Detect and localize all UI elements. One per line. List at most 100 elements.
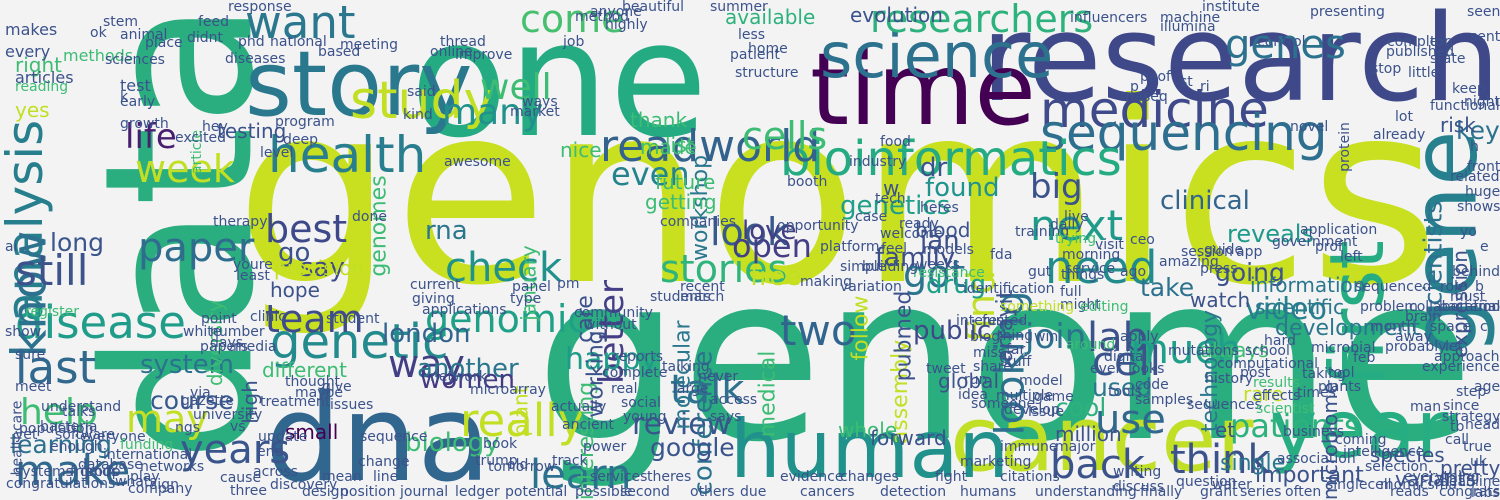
word-case: case [855,209,888,225]
word-love: love [742,216,797,246]
word-win: win [1034,329,1059,345]
word-based: based [318,44,361,60]
word-tb: tb [1450,419,1465,435]
word-night: night [1464,94,1500,110]
word-uk: uk [1470,454,1487,470]
word-h: h [1470,139,1479,155]
word-discovery: discovery [270,477,338,493]
word-join: join [1025,317,1087,357]
word-strategy: strategy [1442,409,1500,425]
word-articles: articles [15,68,74,87]
word-say: say [300,253,345,283]
word-potential: potential [505,484,568,500]
word-digital: digital [1104,349,1148,365]
word-identification: identification [963,281,1055,297]
word-services: services [590,469,648,485]
word-mo: mo [1478,299,1500,315]
word-school: school [1245,343,1290,359]
word-deep: deep [283,132,318,148]
word-everyone: everyone [80,429,146,445]
word-month: month [1370,319,1416,335]
word-training: training [1015,224,1070,240]
word-test: test [120,76,151,95]
word-blog: blog [970,329,1001,345]
word-different: different [262,358,347,382]
word-theres: theres [647,469,692,485]
word-cell: cell [1092,339,1161,385]
word-pretty: pretty [1440,456,1500,480]
word-methods: methods [63,46,134,65]
word-improve: improve [455,47,513,63]
word-plants: plants [1318,379,1362,395]
word-building: building [862,259,919,275]
word-problem: problem [1360,299,1418,315]
word-didnt: didnt [187,30,224,46]
word-biology: biology [405,428,500,458]
word-call: call [1445,432,1470,448]
word-course: course [150,386,234,415]
word-patient: patient [730,47,780,63]
word-congratulations: congratulations [6,476,116,492]
word-researchers: researchers [870,0,1094,41]
word-amazing: amazing [1159,254,1219,270]
word-recent: recent [680,279,725,295]
word-cause: cause [220,470,262,486]
word-even: even [611,155,690,193]
word-via: via [190,385,211,401]
word-evolution: evolution [850,3,943,27]
word-way: way [388,342,465,386]
word-home: home [748,41,788,57]
word-giving: giving [412,291,455,307]
word-complex: complex [1387,34,1447,50]
word-line: line [373,469,399,485]
word-story: story [245,32,473,137]
word-national: national [270,34,327,50]
word-university: university [193,407,263,423]
word-help: help [20,392,98,433]
word-whole: whole [838,418,898,442]
word-research: research [981,0,1500,129]
word-method: method [575,9,630,25]
word-history: history [1205,371,1254,387]
word-hope: hope [270,278,320,302]
word-visit: visit [1095,237,1124,253]
word-government: government [1272,234,1358,250]
word-water: water [1212,477,1252,493]
word-genetic: genetic [270,314,449,370]
word-take: take [1140,273,1195,302]
word-genes: genes [1225,22,1346,68]
word-time: time [810,31,1036,148]
word-multiple: multiple [996,388,1054,404]
word-grant: grant [1200,484,1238,500]
word-space: space [1430,319,1472,335]
word-science: science [820,19,1054,92]
word-ok: ok [90,25,107,41]
word-mean: mean [322,469,362,485]
word-million: million [1055,422,1122,446]
word-humans: humans [960,484,1017,500]
word-industry: industry [849,154,907,170]
word-treatment: treatment [260,394,331,410]
word-daily: daily [1050,217,1084,233]
word-yet: yet [15,427,38,443]
word-feed: feed [198,14,230,30]
word-collaboration: collaboration [1409,299,1500,315]
word-stories: stories [660,247,788,291]
word-sequenced: sequenced [1355,279,1432,295]
word-really: really [460,394,585,447]
word-position: position [340,484,396,500]
word-weeks: weeks [916,257,961,273]
word-therapy: therapy [213,214,268,230]
word-forward: forward [870,426,947,450]
word-genomic: genomic [425,297,589,341]
word-make: make [15,446,131,495]
word-opportunity: opportunity [777,218,859,234]
word-life: life [125,117,177,157]
word-large: large [673,381,709,397]
word-happy: happy [565,342,659,377]
word-youre: youre [233,257,273,273]
word-ways: ways [522,94,558,110]
word-single: single [1220,451,1286,476]
word-variants: variants [1395,467,1477,491]
word-illumina: illumina [1160,19,1216,35]
